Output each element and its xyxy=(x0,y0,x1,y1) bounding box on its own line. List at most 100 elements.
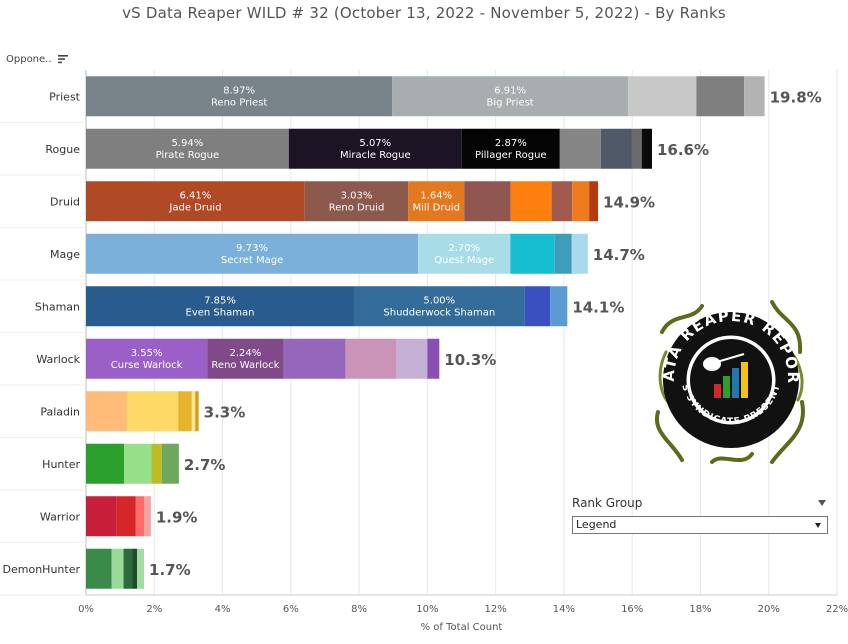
bar-segment[interactable] xyxy=(396,338,428,379)
bar-segment[interactable] xyxy=(116,496,136,537)
bar-segment[interactable] xyxy=(559,128,601,169)
segment-value-label: 2.70% xyxy=(448,243,480,254)
segment-archetype-label: Reno Warlock xyxy=(211,360,279,371)
bar-segment[interactable] xyxy=(86,338,208,379)
bar-segment[interactable] xyxy=(178,391,192,432)
x-tick-label: 6% xyxy=(283,604,299,615)
bar-segment[interactable] xyxy=(161,443,179,484)
segment-value-label: 2.24% xyxy=(230,348,262,359)
row-total-label: 10.3% xyxy=(444,351,496,369)
bar-segment[interactable] xyxy=(427,338,440,379)
bar-segment[interactable] xyxy=(132,548,138,589)
class-label: Paladin xyxy=(40,405,80,418)
x-tick-label: 8% xyxy=(351,604,367,615)
bar-segment[interactable] xyxy=(86,181,305,222)
bar-segment[interactable] xyxy=(283,338,346,379)
bar-segment[interactable] xyxy=(572,181,590,222)
bar-segment[interactable] xyxy=(464,181,511,222)
row-total-label: 14.7% xyxy=(593,246,645,264)
bar-segment[interactable] xyxy=(123,548,133,589)
chart-bars: Priest 8.97%Reno Priest 6.91%Big Priest 19.… xyxy=(3,76,822,589)
segment-value-label: 5.07% xyxy=(359,138,391,149)
bar-segment[interactable] xyxy=(207,338,284,379)
bar-segment[interactable] xyxy=(86,548,112,589)
bar-segment[interactable] xyxy=(191,391,196,432)
bar-segment[interactable] xyxy=(304,181,409,222)
bar-segment[interactable] xyxy=(550,286,568,327)
bar-segment[interactable] xyxy=(86,443,125,484)
class-label: Warrior xyxy=(40,510,81,523)
bar-segment[interactable] xyxy=(135,496,145,537)
bar-segment[interactable] xyxy=(137,548,145,589)
bar-segment[interactable] xyxy=(510,233,555,274)
segment-value-label: 7.85% xyxy=(204,295,236,306)
row-total-label: 1.7% xyxy=(149,561,191,579)
bar-segment[interactable] xyxy=(600,128,632,169)
opponent-column-header[interactable]: Oppone.. xyxy=(6,54,68,65)
bar-segment[interactable] xyxy=(86,233,419,274)
segment-archetype-label: Pirate Rogue xyxy=(156,150,220,161)
bar-segment[interactable] xyxy=(551,181,573,222)
bar-segment[interactable] xyxy=(86,76,393,117)
segment-value-label: 8.97% xyxy=(223,85,255,96)
segment-value-label: 5.00% xyxy=(423,295,455,306)
segment-value-label: 3.55% xyxy=(131,348,163,359)
bar-segment[interactable] xyxy=(86,391,127,432)
bar-segment[interactable] xyxy=(628,76,697,117)
segment-value-label: 1.64% xyxy=(420,190,452,201)
chart-title: vS Data Reaper WILD # 32 (October 13, 20… xyxy=(122,4,726,22)
bar-segment[interactable] xyxy=(86,128,289,169)
segment-archetype-label: Jade Druid xyxy=(168,202,221,213)
segment-archetype-label: Reno Druid xyxy=(329,202,385,213)
bar-segment[interactable] xyxy=(86,496,117,537)
bar-segment[interactable] xyxy=(696,76,745,117)
bar-segment[interactable] xyxy=(510,181,552,222)
bar-segment[interactable] xyxy=(571,233,588,274)
bar-segment[interactable] xyxy=(144,496,151,537)
bar-segment[interactable] xyxy=(461,128,560,169)
class-label: DemonHunter xyxy=(3,563,81,576)
bar-segment[interactable] xyxy=(554,233,572,274)
bar-segment[interactable] xyxy=(631,128,642,169)
class-label: Warlock xyxy=(36,353,80,366)
x-axis-title: % of Total Count xyxy=(421,622,503,633)
bar-segment[interactable] xyxy=(345,338,397,379)
bar-segment[interactable] xyxy=(641,128,652,169)
bar-segment[interactable] xyxy=(126,391,179,432)
row-total-label: 14.1% xyxy=(572,298,624,316)
x-tick-label: 18% xyxy=(689,604,711,615)
bar-segment[interactable] xyxy=(524,286,551,327)
segment-archetype-label: Curse Warlock xyxy=(111,360,183,371)
bar-segment[interactable] xyxy=(744,76,765,117)
bar-segment[interactable] xyxy=(86,286,354,327)
bar-segment[interactable] xyxy=(353,286,525,327)
bar-segment[interactable] xyxy=(408,181,465,222)
x-tick-label: 12% xyxy=(485,604,507,615)
segment-archetype-label: Big Priest xyxy=(487,97,534,108)
bar-segment[interactable] xyxy=(151,443,162,484)
segment-archetype-label: Secret Mage xyxy=(221,255,283,266)
bar-segment[interactable] xyxy=(195,391,199,432)
segment-value-label: 6.41% xyxy=(180,190,212,201)
rank-group-select[interactable]: Legend xyxy=(572,516,828,534)
sort-icon[interactable] xyxy=(57,54,68,64)
class-label: Druid xyxy=(50,195,80,208)
row-total-label: 19.8% xyxy=(770,88,822,106)
bar-segment[interactable] xyxy=(392,76,629,117)
class-label: Shaman xyxy=(35,300,80,313)
bar-segment[interactable] xyxy=(288,128,462,169)
row-total-label: 1.9% xyxy=(156,508,198,526)
class-label: Mage xyxy=(50,248,80,261)
segment-value-label: 9.73% xyxy=(236,243,268,254)
x-tick-label: 16% xyxy=(621,604,643,615)
bar-segment[interactable] xyxy=(589,181,599,222)
segment-value-label: 2.87% xyxy=(495,138,527,149)
bar-segment[interactable] xyxy=(418,233,511,274)
bar-segment[interactable] xyxy=(111,548,124,589)
x-tick-label: 4% xyxy=(215,604,231,615)
bar-segment[interactable] xyxy=(124,443,152,484)
x-tick-label: 14% xyxy=(553,604,575,615)
x-tick-label: 0% xyxy=(78,604,94,615)
rank-group-menu-caret-icon[interactable] xyxy=(818,500,826,506)
segment-archetype-label: Pillager Rogue xyxy=(475,150,547,161)
